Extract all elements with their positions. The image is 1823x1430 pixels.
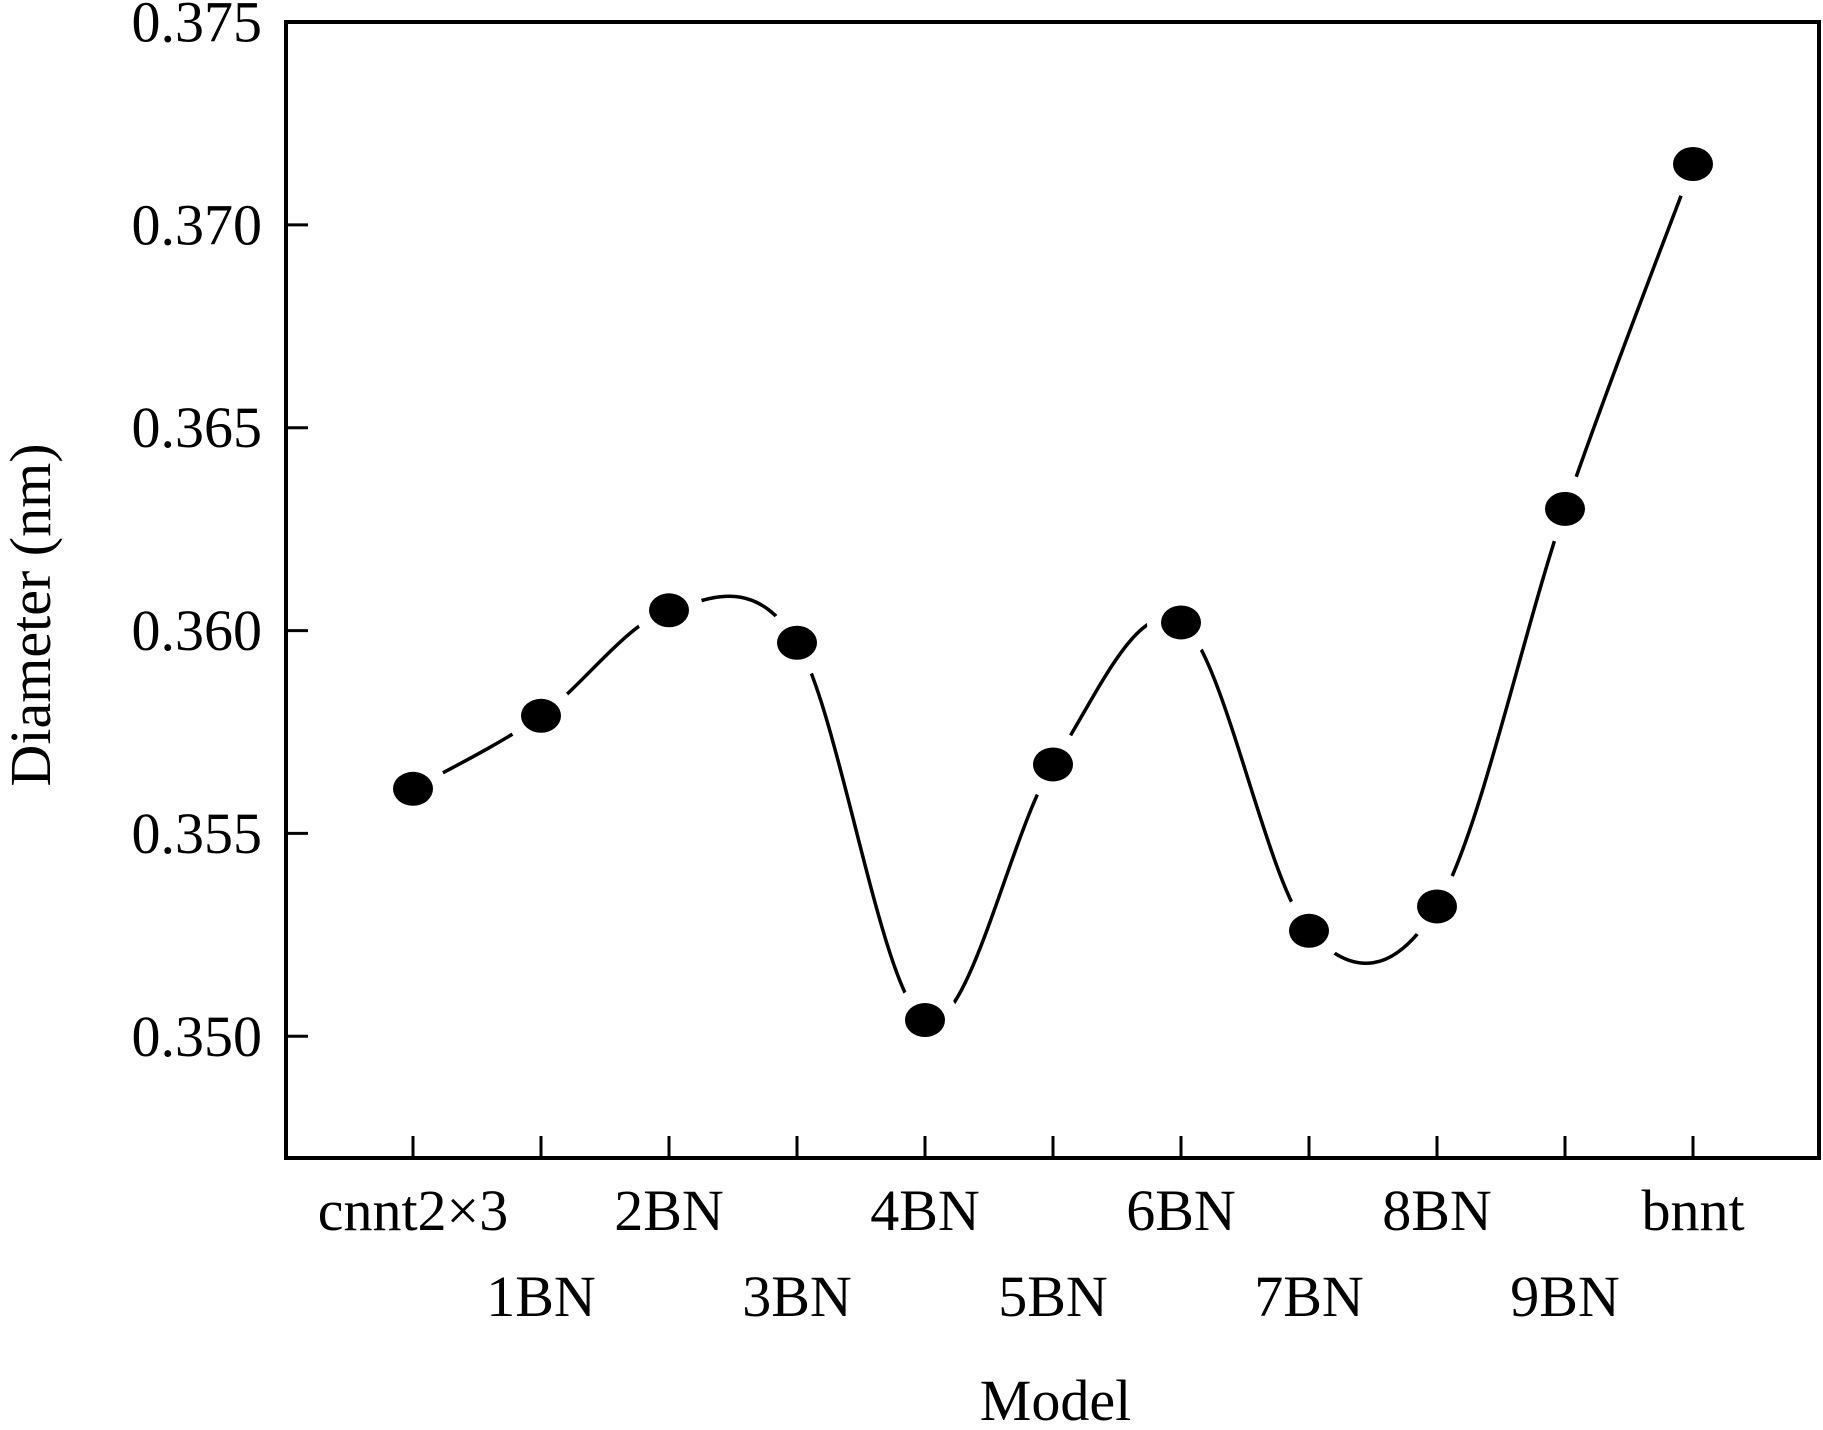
x-tick-label: cnnt2×3: [318, 1178, 509, 1243]
y-tick-label: 0.355: [132, 801, 263, 866]
data-point-cnnt2×3: [393, 771, 433, 806]
plot-frame: [284, 20, 1821, 1160]
x-axis: cnnt2×3 1BN 2BN 3BN 4BN 5BN 6BN 7BN 8BN 9BN bnnt: [318, 1136, 1745, 1329]
y-axis: 0.350 0.355 0.360 0.365 0.370 0.375: [132, 0, 308, 1069]
data-point-7BN: [1289, 913, 1329, 948]
x-tick-label: 9BN: [1510, 1264, 1620, 1329]
data-point-2BN: [649, 593, 689, 628]
x-tick-label: 7BN: [1254, 1264, 1364, 1329]
data-point-8BN: [1417, 889, 1457, 924]
data-point-3BN: [777, 625, 817, 660]
data-point-1BN: [521, 698, 561, 733]
series-line: [412, 163, 1695, 1024]
data-point-bnnt: [1673, 147, 1713, 181]
data-point-4BN: [905, 1003, 945, 1038]
x-tick-label: 4BN: [870, 1178, 980, 1243]
y-tick-label: 0.375: [132, 0, 263, 55]
y-axis-title: Diameter (nm): [0, 443, 63, 786]
x-tick-label: 6BN: [1126, 1178, 1236, 1243]
x-tick-label: 1BN: [486, 1264, 596, 1329]
x-axis-title: Model: [980, 1368, 1131, 1425]
x-tick-label: 2BN: [614, 1178, 724, 1243]
y-tick-label: 0.370: [132, 192, 263, 257]
x-tick-label: bnnt: [1641, 1178, 1744, 1243]
x-tick-label: 8BN: [1382, 1178, 1492, 1243]
x-tick-label: 3BN: [742, 1264, 852, 1329]
y-tick-label: 0.365: [132, 395, 263, 460]
data-point-9BN: [1545, 491, 1585, 526]
y-tick-label: 0.360: [132, 598, 263, 663]
x-tick-label: 5BN: [998, 1264, 1108, 1329]
data-point-5BN: [1033, 747, 1073, 782]
y-tick-label: 0.350: [132, 1004, 263, 1069]
data-point-6BN: [1161, 605, 1201, 640]
series-group: [393, 147, 1713, 1038]
